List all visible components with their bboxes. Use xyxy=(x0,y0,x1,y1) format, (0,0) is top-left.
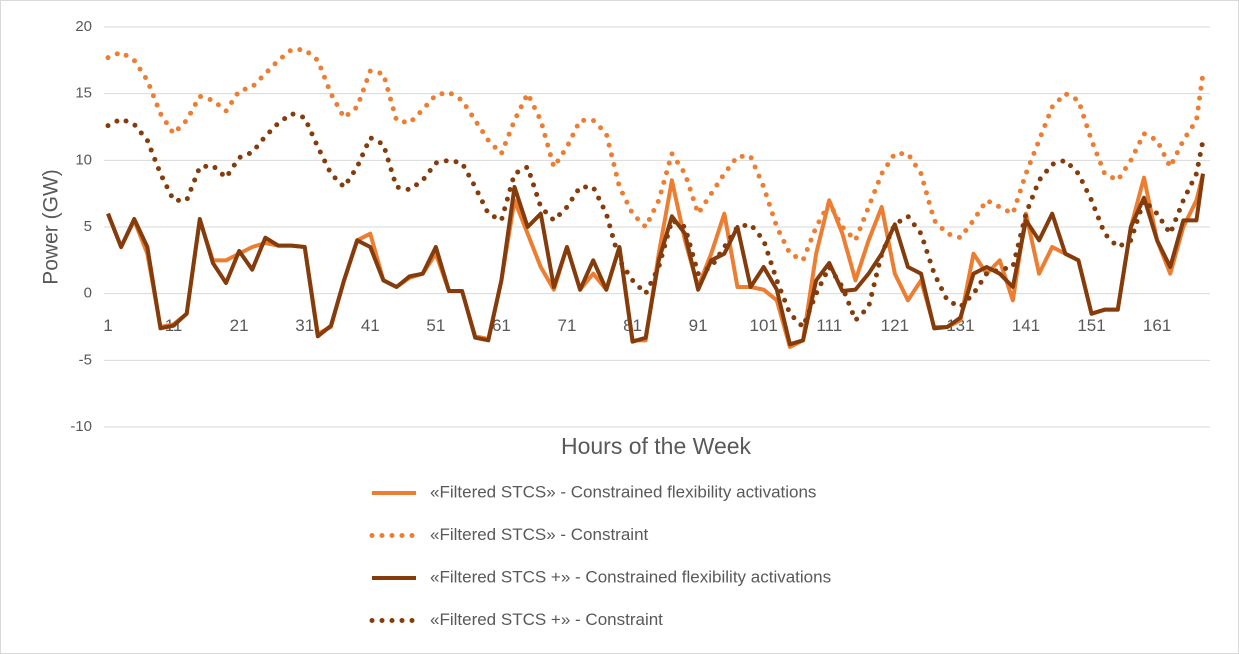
x-tick-label: 41 xyxy=(361,316,380,335)
y-tick-label: 0 xyxy=(84,285,92,302)
legend-label: «Filtered STCS +» - Constrained flexibil… xyxy=(430,567,831,586)
legend-label: «Filtered STCS» - Constrained flexibilit… xyxy=(430,482,816,501)
x-tick-label: 141 xyxy=(1012,316,1040,335)
x-tick-label: 31 xyxy=(295,316,314,335)
y-tick-label: 15 xyxy=(75,85,92,102)
y-axis-title: Power (GW) xyxy=(40,169,63,285)
x-tick-label: 61 xyxy=(492,316,511,335)
x-tick-label: 91 xyxy=(689,316,708,335)
legend-label: «Filtered STCS» - Constraint xyxy=(430,525,649,544)
x-tick-label: 71 xyxy=(558,316,577,335)
x-tick-label: 1 xyxy=(103,316,112,335)
series-line xyxy=(105,110,1206,332)
series-line xyxy=(105,47,1206,264)
x-tick-label: 111 xyxy=(816,316,842,335)
x-tick-label: 101 xyxy=(750,316,778,335)
legend-label: «Filtered STCS +» - Constraint xyxy=(430,610,663,629)
y-tick-label: 20 xyxy=(75,18,92,35)
series-line xyxy=(106,173,1205,347)
y-tick-label: -5 xyxy=(79,351,92,368)
x-tick-label: 121 xyxy=(881,316,909,335)
x-tick-label: 51 xyxy=(426,316,445,335)
x-tick-label: 151 xyxy=(1077,316,1105,335)
x-tick-label: 21 xyxy=(230,316,249,335)
y-tick-label: 10 xyxy=(75,151,92,168)
x-axis-title: Hours of the Week xyxy=(561,433,752,459)
y-tick-label: 5 xyxy=(84,218,92,235)
y-tick-label: -10 xyxy=(70,418,92,435)
x-tick-label: 161 xyxy=(1143,316,1171,335)
